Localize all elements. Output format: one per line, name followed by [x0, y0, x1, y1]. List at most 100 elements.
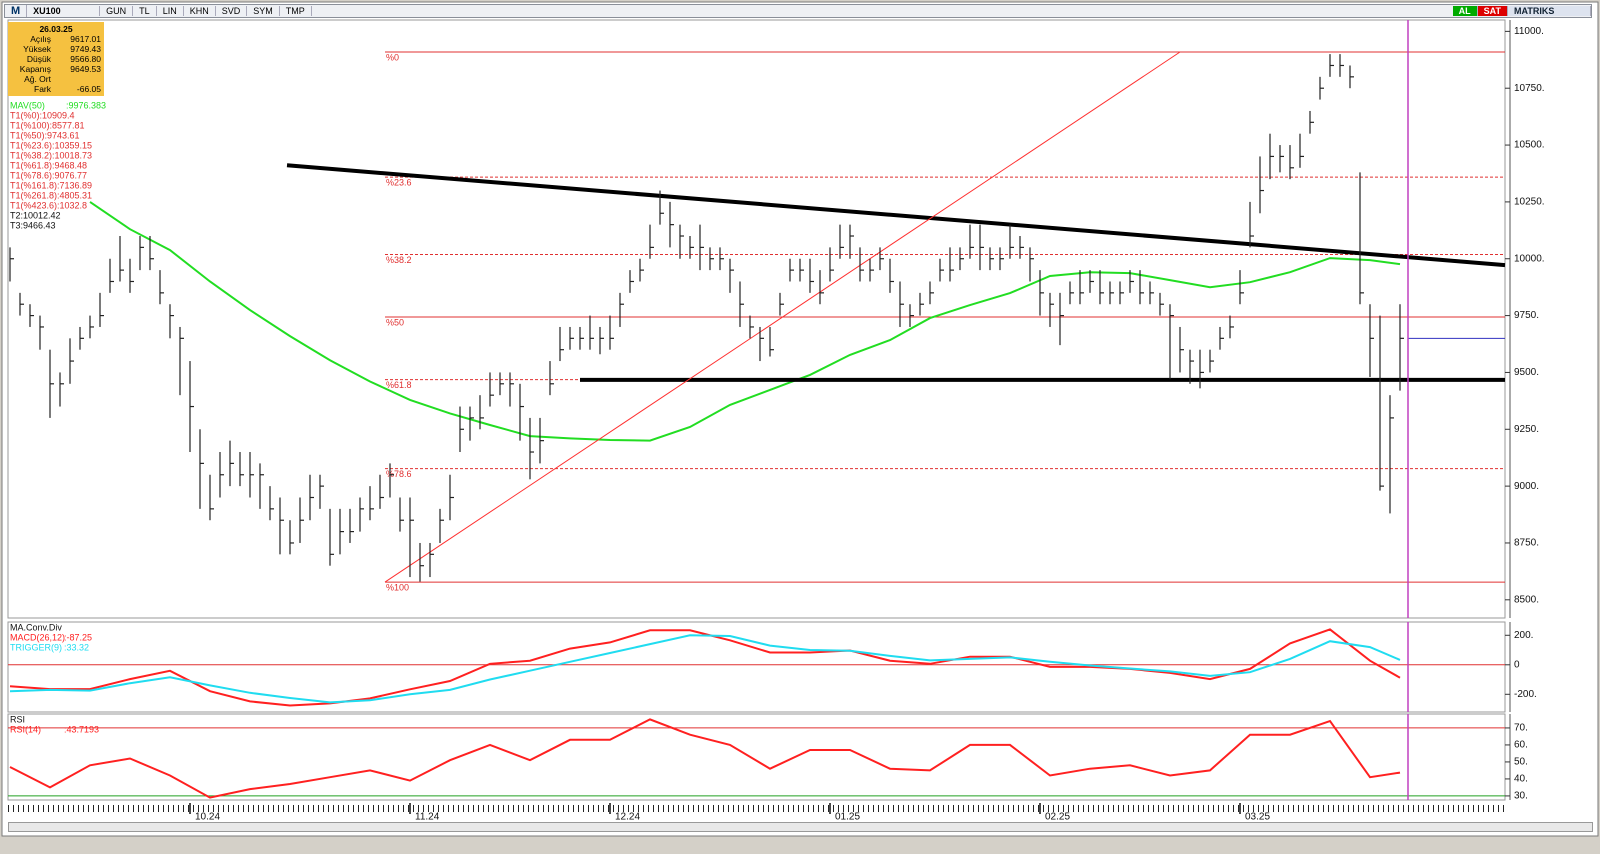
toolbar-button[interactable]: GUN — [100, 6, 134, 16]
info-value: -66.05 — [76, 84, 101, 94]
info-row: Düşük 9566.80 — [11, 54, 101, 64]
fib-label: %50 — [386, 317, 404, 327]
y-tick-label: 10000. — [1514, 253, 1545, 264]
y-tick-label: 70. — [1514, 723, 1528, 734]
toolbar: M XU100 GUN TL LIN KHN SVD SYM TMP AL SAT MATR… — [4, 4, 1592, 18]
info-value: 9649.53 — [70, 64, 101, 74]
legend-note: T1(%78.6):9076.77 — [10, 170, 87, 180]
legend-note: T2:10012.42 — [10, 210, 61, 220]
y-tick-label: 10750. — [1514, 83, 1545, 94]
info-row: Ağ. Ort — [11, 74, 101, 84]
sell-button[interactable]: SAT — [1477, 6, 1508, 16]
panel — [7, 713, 1506, 801]
legend-note: T1(%100):8577.81 — [10, 120, 85, 130]
legend-note: T1(%61.8):9468.48 — [10, 160, 87, 170]
legend-note: T1(%50):9743.61 — [10, 130, 80, 140]
toolbar-buttons: GUN TL LIN KHN SVD SYM TMP — [100, 6, 312, 16]
info-row: Fark -66.05 — [11, 84, 101, 94]
indicator-line — [9, 634, 1401, 704]
legend-note: T1(%38.2):10018.73 — [10, 150, 92, 160]
legend-value: :-87.25 — [64, 632, 92, 642]
x-tick-label: 11.24 — [415, 812, 440, 823]
y-tick-label: 9250. — [1514, 424, 1539, 435]
toolbar-button[interactable]: LIN — [157, 6, 184, 16]
symbol-field[interactable]: XU100 — [27, 6, 101, 16]
info-row: Kapanış 9649.53 — [11, 64, 101, 74]
legend-note: T1(%423.6):1032.8 — [10, 200, 87, 210]
y-tick-label: 9000. — [1514, 481, 1539, 492]
bar-tick-strip — [8, 805, 1505, 812]
fib-label: %61.8 — [386, 380, 412, 390]
toolbar-button[interactable]: SVD — [216, 6, 248, 16]
legend-note: T3:9466.43 — [10, 220, 56, 230]
legend-note: T1(%0):10909.4 — [10, 110, 75, 120]
legend-value: :9976.383 — [66, 100, 106, 110]
x-tick-label: 01.25 — [835, 812, 860, 823]
info-label: Ağ. Ort — [24, 74, 51, 84]
menu-button[interactable]: M — [5, 5, 28, 17]
panel-title: RSI — [10, 714, 25, 724]
legend-name: TRIGGER(9) — [10, 642, 62, 652]
info-date: 26.03.25 — [39, 24, 73, 34]
fib-label: %38.2 — [386, 255, 412, 265]
y-tick-label: 9500. — [1514, 367, 1539, 378]
y-tick-label: 30. — [1514, 791, 1528, 802]
y-tick-label: 9750. — [1514, 310, 1539, 321]
scrollbar[interactable] — [8, 822, 1593, 832]
info-box: 26.03.25 Açılış 9617.01 Yüksek 9749.43 Düşük… — [8, 22, 104, 96]
legend-note: T1(%161.8):7136.89 — [10, 180, 92, 190]
info-value: 9617.01 — [70, 34, 101, 44]
legend-name: MAV(50) — [10, 100, 45, 110]
info-label: Açılış — [30, 34, 51, 44]
info-label: Fark — [34, 84, 51, 94]
y-tick-label: 8750. — [1514, 538, 1539, 549]
info-value: 9566.80 — [70, 54, 101, 64]
brand: MATRIKS — [1508, 6, 1591, 16]
x-tick-label: 10.24 — [195, 812, 220, 823]
info-label: Düşük — [26, 54, 51, 64]
info-label: Yüksek — [23, 44, 51, 54]
panel — [7, 621, 1506, 713]
legend-note: T1(%23.6):10359.15 — [10, 140, 92, 150]
legend-name: MACD(26,12) — [10, 632, 65, 642]
trendline — [384, 51, 1181, 583]
y-tick-label: 0 — [1514, 659, 1520, 670]
y-tick-label: 11000. — [1514, 26, 1544, 37]
fib-label: %100 — [386, 582, 409, 592]
indicator-line — [9, 718, 1401, 799]
fib-label: %78.6 — [386, 469, 412, 479]
x-tick-label: 12.24 — [615, 812, 640, 823]
fib-label: %23.6 — [386, 177, 412, 187]
legend-note: T1(%261.8):4805.31 — [10, 190, 92, 200]
panel-title: MA.Conv.Div — [10, 622, 62, 632]
info-row: Açılış 9617.01 — [11, 34, 101, 44]
buy-button[interactable]: AL — [1452, 6, 1478, 16]
y-tick-label: 50. — [1514, 757, 1528, 768]
toolbar-right: AL SAT MATRIKS — [1452, 5, 1591, 17]
legend-name: RSI(14) — [10, 724, 41, 734]
legend-value: :43.7193 — [64, 724, 99, 734]
y-tick-label: 10500. — [1514, 140, 1545, 151]
moving-average — [89, 201, 1401, 442]
panel — [7, 19, 1506, 619]
y-tick-label: 60. — [1514, 740, 1528, 751]
info-row: Yüksek 9749.43 — [11, 44, 101, 54]
x-tick-label: 02.25 — [1045, 812, 1070, 823]
info-value: 9749.43 — [70, 44, 101, 54]
toolbar-button[interactable]: SYM — [247, 6, 280, 16]
y-tick-label: -200. — [1514, 689, 1537, 700]
toolbar-button[interactable]: KHN — [184, 6, 216, 16]
y-tick-label: 8500. — [1514, 594, 1539, 605]
trendline — [286, 163, 1506, 268]
x-tick-label: 03.25 — [1245, 812, 1270, 823]
y-tick-label: 10250. — [1514, 197, 1545, 208]
toolbar-button[interactable]: TMP — [280, 6, 312, 16]
y-tick-label: 40. — [1514, 774, 1528, 785]
info-label: Kapanış — [19, 64, 51, 74]
legend-value: :33.32 — [64, 642, 89, 652]
y-tick-label: 200. — [1514, 630, 1533, 641]
fib-label: %0 — [386, 52, 399, 62]
toolbar-button[interactable]: TL — [133, 6, 157, 16]
